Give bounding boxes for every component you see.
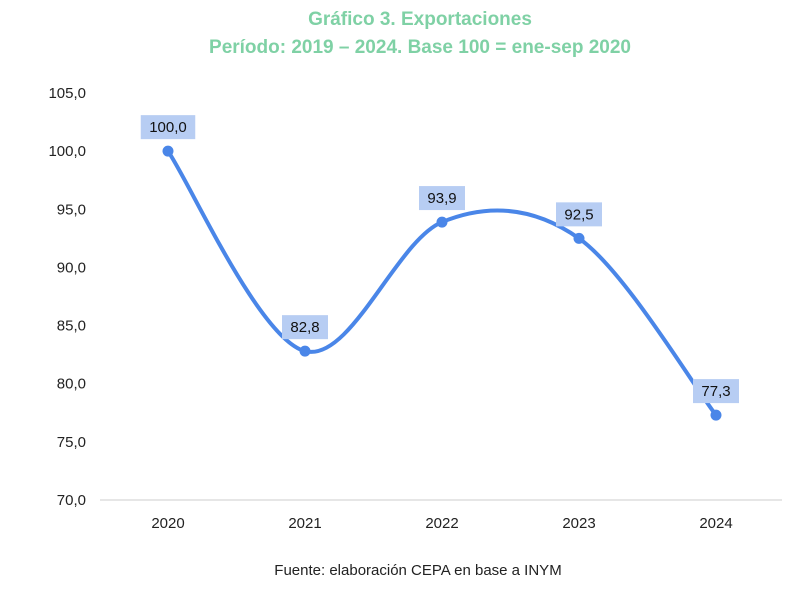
data-label-bg bbox=[693, 379, 739, 404]
data-label-bg bbox=[556, 202, 602, 227]
chart-title: Gráfico 3. Exportaciones bbox=[308, 9, 532, 30]
x-tick-label: 2021 bbox=[288, 515, 321, 532]
data-point bbox=[436, 216, 448, 228]
data-label: 82,8 bbox=[290, 319, 319, 336]
y-tick-label: 100,0 bbox=[48, 143, 86, 160]
data-label: 92,5 bbox=[564, 206, 593, 223]
x-tick-label: 2020 bbox=[151, 515, 184, 532]
y-tick-label: 70,0 bbox=[57, 492, 86, 509]
x-axis-ticks: 2020 2021 2022 2023 2024 bbox=[151, 515, 732, 532]
y-tick-label: 90,0 bbox=[57, 259, 86, 276]
chart-subtitle: Período: 2019 – 2024. Base 100 = ene-sep… bbox=[209, 37, 631, 58]
y-tick-label: 80,0 bbox=[57, 376, 86, 393]
x-tick-label: 2022 bbox=[425, 515, 458, 532]
data-point bbox=[299, 345, 311, 357]
data-label-bg bbox=[282, 315, 328, 340]
x-tick-label: 2024 bbox=[699, 515, 732, 532]
y-tick-label: 85,0 bbox=[57, 318, 86, 335]
series-line bbox=[166, 149, 718, 418]
data-labels: 100,0 82,8 93,9 92,5 77,3 bbox=[140, 115, 739, 404]
data-point bbox=[710, 409, 722, 421]
y-axis-ticks: 70,0 75,0 80,0 85,0 90,0 95,0 100,0 105,0 bbox=[48, 85, 86, 509]
source-note: Fuente: elaboración CEPA en base a INYM bbox=[274, 562, 561, 579]
data-label: 93,9 bbox=[427, 190, 456, 207]
data-label: 100,0 bbox=[149, 119, 187, 136]
data-points bbox=[162, 145, 722, 421]
data-label: 77,3 bbox=[701, 383, 730, 400]
y-tick-label: 105,0 bbox=[48, 85, 86, 102]
data-label-bg bbox=[140, 115, 196, 140]
data-point bbox=[573, 232, 585, 244]
x-tick-label: 2023 bbox=[562, 515, 595, 532]
data-point bbox=[162, 145, 174, 157]
y-tick-label: 95,0 bbox=[57, 201, 86, 218]
y-tick-label: 75,0 bbox=[57, 434, 86, 451]
data-label-bg bbox=[419, 186, 465, 211]
